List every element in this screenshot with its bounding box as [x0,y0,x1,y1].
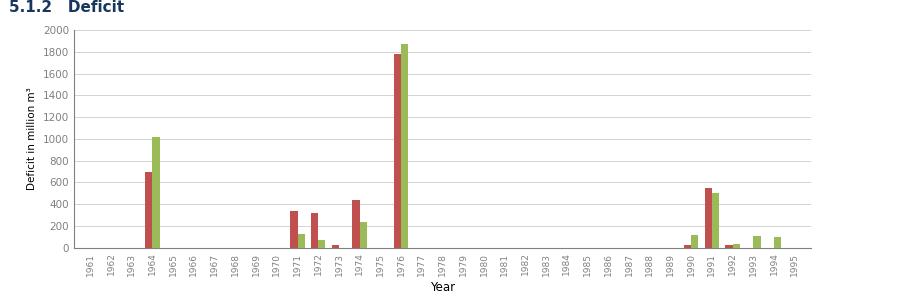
Text: 5.1.2   Deficit: 5.1.2 Deficit [9,0,124,15]
Bar [684,246,692,248]
Bar [733,244,739,248]
Bar [774,237,781,248]
Bar [753,236,761,248]
X-axis label: Year: Year [430,281,455,294]
Bar [290,211,298,248]
Bar [712,193,719,248]
Bar [401,44,408,248]
Bar [311,214,318,248]
Y-axis label: Deficit in million m³: Deficit in million m³ [27,88,37,190]
Bar [332,246,339,248]
Bar [318,240,325,248]
Bar [146,172,152,248]
Bar [298,234,305,248]
Bar [726,246,733,248]
Bar [692,235,699,248]
Bar [360,222,367,248]
Bar [352,200,360,248]
Bar [152,137,160,248]
Bar [704,188,712,248]
Bar [394,53,401,248]
